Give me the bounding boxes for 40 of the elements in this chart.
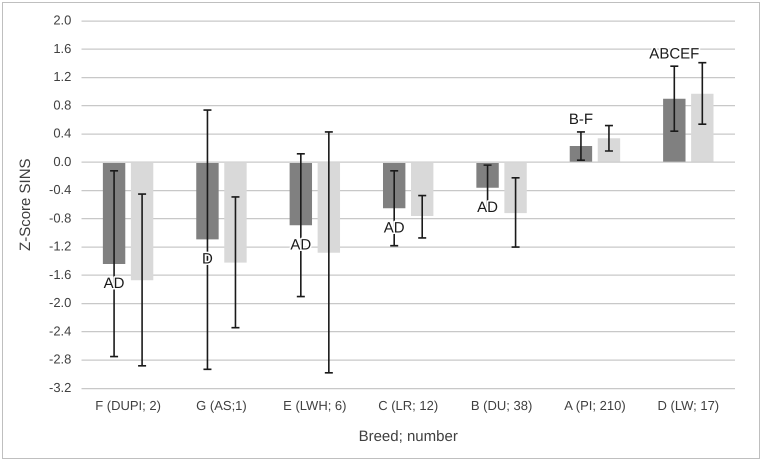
y-axis-title: Z-Score SINS bbox=[17, 158, 34, 251]
annotation: AD bbox=[477, 198, 498, 216]
bar bbox=[504, 162, 527, 214]
y-tick-label: -2.4 bbox=[48, 323, 72, 338]
bar bbox=[411, 162, 434, 216]
annotation: ABCEF bbox=[649, 45, 700, 62]
bar bbox=[691, 94, 714, 162]
y-tick-label: -1.2 bbox=[48, 238, 72, 254]
y-tick-label: 1.2 bbox=[53, 69, 72, 84]
bar bbox=[290, 162, 312, 226]
bar bbox=[476, 162, 499, 188]
y-tick-label: -1.6 bbox=[48, 266, 72, 282]
bar bbox=[570, 146, 592, 162]
bar bbox=[663, 98, 686, 162]
x-tick-label: G (AS;1) bbox=[196, 398, 247, 413]
x-tick-label: B (DU; 38) bbox=[470, 398, 532, 413]
bar bbox=[224, 162, 247, 263]
y-tick-label: 1.6 bbox=[53, 40, 72, 56]
y-tick-label: -0.8 bbox=[48, 210, 72, 226]
annotation: B-F bbox=[568, 111, 594, 128]
x-tick-label: A (PI; 210) bbox=[564, 398, 626, 413]
x-tick-label: E (LWH; 6) bbox=[283, 398, 346, 413]
bar bbox=[318, 162, 340, 253]
y-tick-label: -3.2 bbox=[48, 380, 72, 395]
x-tick-label: D (LW; 17) bbox=[657, 398, 720, 413]
x-tick-label: F (DUPI; 2) bbox=[95, 398, 161, 413]
bar bbox=[102, 162, 126, 264]
x-tick-label: C (LR; 12) bbox=[378, 398, 438, 413]
bar bbox=[598, 138, 620, 162]
y-tick-label: 0.8 bbox=[53, 97, 72, 112]
bar bbox=[196, 162, 219, 240]
bar bbox=[130, 162, 154, 280]
x-axis-title: Breed; number bbox=[358, 428, 458, 446]
y-tick-label: -2.8 bbox=[48, 352, 72, 367]
y-tick-label: -0.4 bbox=[48, 182, 72, 198]
y-tick-label: 2.0 bbox=[53, 12, 72, 28]
y-tick-label: 0.0 bbox=[53, 154, 72, 169]
y-tick-label: 0.4 bbox=[53, 126, 72, 141]
bar bbox=[382, 162, 406, 208]
y-tick-label: -2.0 bbox=[48, 295, 72, 310]
